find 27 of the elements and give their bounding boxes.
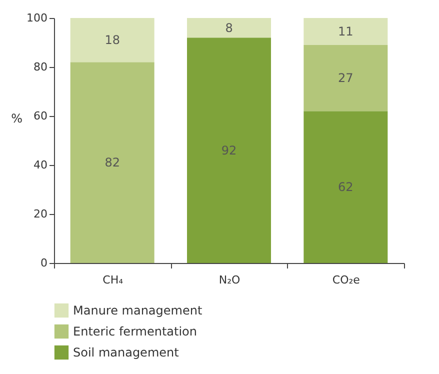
data-label: 92 [221, 143, 237, 158]
y-tick-label: 60 [34, 110, 48, 122]
y-tick-label: 40 [34, 158, 48, 172]
x-tick-label: N₂O [218, 274, 240, 286]
bar [304, 111, 388, 263]
bar [187, 38, 271, 263]
data-label: 18 [104, 33, 120, 48]
x-tick-label: CO₂e [332, 274, 360, 286]
data-label: 82 [104, 156, 120, 170]
bar [304, 44, 388, 112]
legend-label: Enteric fermentation [73, 324, 198, 338]
data-label: 11 [338, 24, 354, 38]
y-tick-label: 20 [34, 208, 48, 220]
y-tick-label: 80 [34, 60, 48, 74]
bar [70, 62, 154, 263]
data-label: 62 [338, 180, 354, 194]
y-tick-label: 0 [40, 256, 48, 270]
y-axis-title: % [11, 112, 23, 126]
bar [304, 18, 388, 45]
bar [70, 18, 154, 62]
x-tick-label: CH₄ [102, 274, 124, 286]
legend-label: Soil management [73, 346, 180, 360]
bar [187, 18, 271, 38]
data-label: 8 [225, 20, 233, 35]
data-label: 27 [338, 71, 354, 86]
y-tick-label: 100 [26, 12, 48, 24]
legend-label: Manure management [73, 304, 202, 318]
